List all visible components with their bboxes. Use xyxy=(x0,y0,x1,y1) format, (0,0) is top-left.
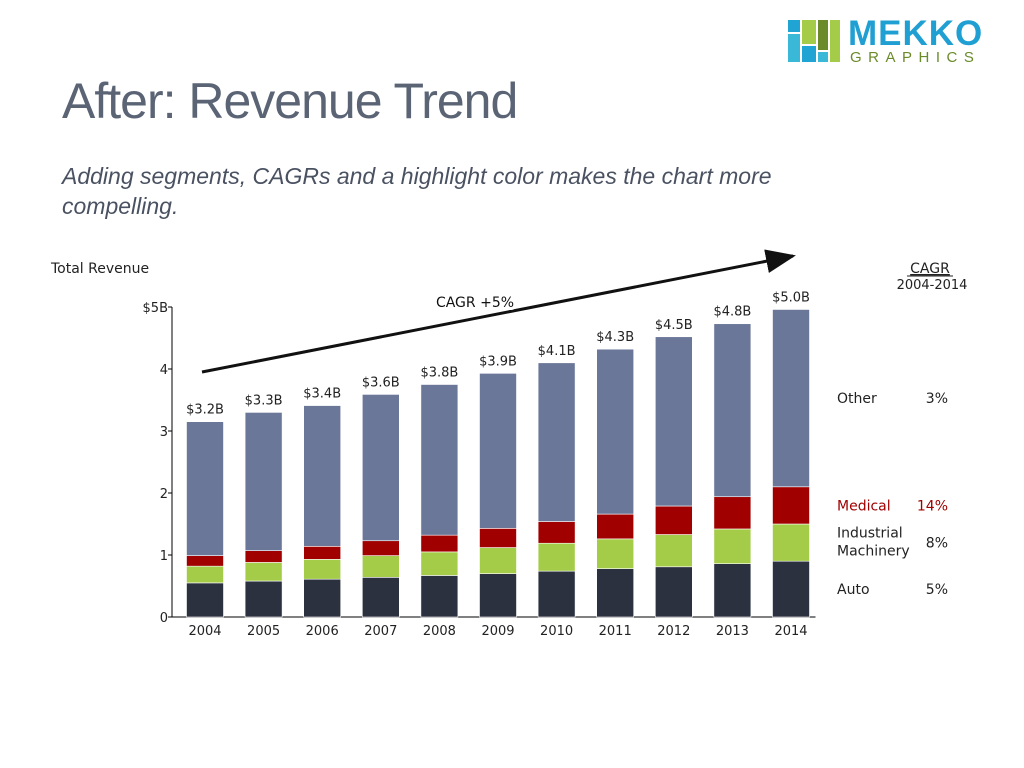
bar-segment-medical xyxy=(654,505,693,535)
logo-wordmark-top: MEKKO xyxy=(848,14,984,53)
x-tick-label: 2012 xyxy=(657,624,690,639)
x-tick-label: 2013 xyxy=(716,624,749,639)
total-label: $3.8B xyxy=(420,366,458,381)
bar-segment-industrial-machinery xyxy=(713,528,752,564)
bar-segment-auto xyxy=(186,582,224,618)
bar-segment-medical xyxy=(244,550,283,563)
total-label: $3.6B xyxy=(362,375,400,390)
chart-title: Total Revenue xyxy=(50,261,149,277)
y-tick-label: 4 xyxy=(160,363,168,378)
bar-segment-other xyxy=(596,348,635,515)
legend-label-medical: Medical xyxy=(837,498,891,514)
x-tick-label: 2009 xyxy=(481,624,514,639)
bar-segment-other xyxy=(186,421,224,556)
bar-segment-other xyxy=(420,384,459,536)
bar-segment-auto xyxy=(537,570,576,618)
legend-cagr-value: 8% xyxy=(926,536,948,552)
bar-segment-other xyxy=(654,336,693,507)
bar-segment-medical xyxy=(537,521,576,544)
page-title: After: Revenue Trend xyxy=(62,73,518,129)
bar-segment-auto xyxy=(654,566,693,618)
bar-segment-industrial-machinery xyxy=(479,547,517,574)
bar-segment-industrial-machinery xyxy=(244,562,283,582)
x-tick-label: 2014 xyxy=(774,624,807,639)
bar-segment-auto xyxy=(420,575,459,618)
total-label: $4.5B xyxy=(655,318,693,333)
cagr-header: CAGR xyxy=(910,261,950,277)
legend-label-other: Other xyxy=(837,391,877,407)
bar-segment-auto xyxy=(303,578,342,618)
total-label: $4.3B xyxy=(596,330,634,345)
bar-segment-medical xyxy=(303,546,342,560)
bar-segment-auto xyxy=(479,573,517,618)
bar-segment-auto xyxy=(713,563,752,618)
bar-segment-other xyxy=(537,362,576,522)
x-tick-label: 2007 xyxy=(364,624,397,639)
bar-segment-industrial-machinery xyxy=(420,551,459,576)
bar-segment-industrial-machinery xyxy=(537,542,576,572)
x-tick-label: 2008 xyxy=(423,624,456,639)
logo-wordmark-bottom: GRAPHICS xyxy=(850,49,981,66)
bar-segment-auto xyxy=(361,577,400,618)
y-tick-label: 0 xyxy=(160,611,168,626)
bar-segment-other xyxy=(361,394,400,542)
y-tick-label: 1 xyxy=(160,549,168,564)
x-tick-label: 2006 xyxy=(306,624,339,639)
bar-segment-other xyxy=(479,373,517,529)
trend-arrow xyxy=(201,249,796,374)
bar-segment-other xyxy=(303,405,342,547)
y-tick-label: 2 xyxy=(160,487,168,502)
total-label: $3.3B xyxy=(245,393,283,408)
bar-segment-other xyxy=(713,323,752,498)
cagr-period: 2004-2014 xyxy=(897,278,968,293)
total-label: $4.1B xyxy=(538,344,576,359)
mekko-logo: MEKKO GRAPHICS xyxy=(788,14,1003,66)
total-label: $3.4B xyxy=(303,387,341,402)
bar-segment-industrial-machinery xyxy=(303,559,342,580)
bar-segment-other xyxy=(772,309,810,488)
bar-segment-industrial-machinery xyxy=(361,555,400,578)
bar-segment-auto xyxy=(772,560,810,618)
x-tick-label: 2005 xyxy=(247,624,280,639)
bar-segment-medical xyxy=(596,513,635,540)
y-tick-label: 3 xyxy=(160,425,168,440)
legend-cagr-value: 5% xyxy=(926,582,948,598)
total-label: $4.8B xyxy=(713,305,751,320)
bar-segment-industrial-machinery xyxy=(772,523,810,562)
bar-segment-medical xyxy=(772,486,810,525)
legend-cagr-value: 14% xyxy=(917,498,948,514)
bar-segment-industrial-machinery xyxy=(654,534,693,568)
total-label: $5.0B xyxy=(772,290,810,305)
x-tick-label: 2004 xyxy=(188,624,221,639)
legend-cagr-value: 3% xyxy=(926,391,948,407)
bar-segment-industrial-machinery xyxy=(186,565,224,584)
bar-segment-other xyxy=(244,412,283,551)
logo-mark-icon xyxy=(788,20,840,62)
page-subtitle: Adding segments, CAGRs and a highlight c… xyxy=(62,163,772,219)
bar-segment-auto xyxy=(596,568,635,618)
bar-segment-medical xyxy=(361,540,400,556)
bar-segment-medical xyxy=(713,496,752,530)
legend-label-auto: Auto xyxy=(837,582,870,598)
bar-segment-medical xyxy=(186,555,224,567)
total-label: $3.2B xyxy=(186,403,224,418)
total-label: $3.9B xyxy=(479,354,517,369)
x-tick-label: 2010 xyxy=(540,624,573,639)
bar-segment-medical xyxy=(420,534,459,553)
trend-cagr-label: CAGR +5% xyxy=(436,295,514,311)
x-tick-label: 2011 xyxy=(599,624,632,639)
bar-segment-industrial-machinery xyxy=(596,538,635,569)
bar-segment-auto xyxy=(244,580,283,618)
bar-segment-medical xyxy=(479,528,517,548)
legend-label-industrial-machinery: Industrial Machinery xyxy=(837,526,910,560)
y-tick-label: $5B xyxy=(143,301,168,316)
